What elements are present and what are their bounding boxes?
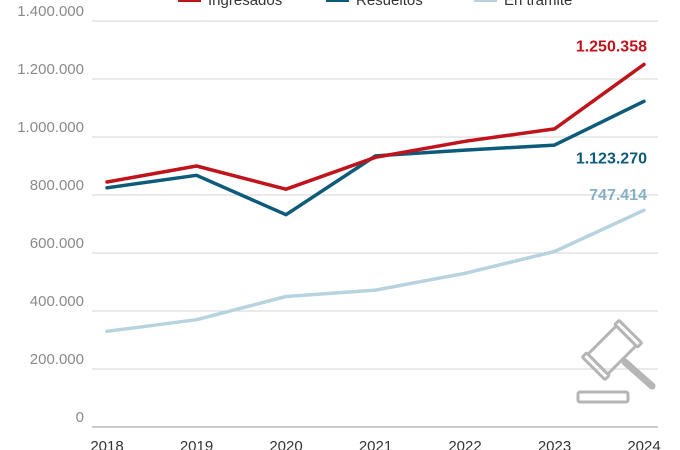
gridlines bbox=[92, 20, 658, 428]
y-tick-label: 800.000 bbox=[30, 177, 84, 194]
y-tick-label: 1.000.000 bbox=[17, 119, 84, 136]
x-tick-label: 2020 bbox=[269, 438, 302, 450]
legend-label: En trámite bbox=[504, 0, 572, 9]
series-line-1 bbox=[105, 62, 646, 191]
y-tick-label: 1.400.000 bbox=[17, 3, 84, 20]
x-tick-label: 2019 bbox=[180, 438, 213, 450]
x-tick-label: 2022 bbox=[448, 438, 481, 450]
series-lines bbox=[105, 62, 646, 334]
y-tick-label: 1.200.000 bbox=[17, 61, 84, 78]
x-tick-label: 2023 bbox=[538, 438, 571, 450]
x-tick-label: 2021 bbox=[359, 438, 392, 450]
y-tick-label: 200.000 bbox=[30, 351, 84, 368]
end-value-label: 747.414 bbox=[589, 187, 647, 204]
legend-swatch bbox=[474, 0, 497, 2]
y-tick-label: 0 bbox=[76, 409, 84, 426]
legend-label: Ingresados bbox=[208, 0, 282, 9]
y-tick-label: 600.000 bbox=[30, 235, 84, 252]
legend-swatch bbox=[178, 0, 201, 2]
end-labels: 1.250.358 1.123.270 747.414 bbox=[576, 38, 647, 204]
x-axis: 2018 2019 2020 2021 2022 2023 2024 bbox=[90, 438, 660, 450]
end-value-label: 1.250.358 bbox=[576, 38, 647, 55]
gavel-icon bbox=[576, 319, 656, 404]
legend: Ingresados Resueltos En trámite bbox=[178, 0, 572, 9]
legend-swatch bbox=[326, 0, 349, 2]
y-tick-label: 400.000 bbox=[30, 293, 84, 310]
x-tick-label: 2018 bbox=[90, 438, 123, 450]
x-tick-label: 2024 bbox=[627, 438, 660, 450]
end-value-label: 1.123.270 bbox=[576, 150, 647, 167]
series-line-3 bbox=[105, 208, 646, 334]
y-axis: 0 200.000 400.000 600.000 800.000 1.000.000 1.… bbox=[17, 3, 84, 426]
legend-label: Resueltos bbox=[356, 0, 423, 9]
